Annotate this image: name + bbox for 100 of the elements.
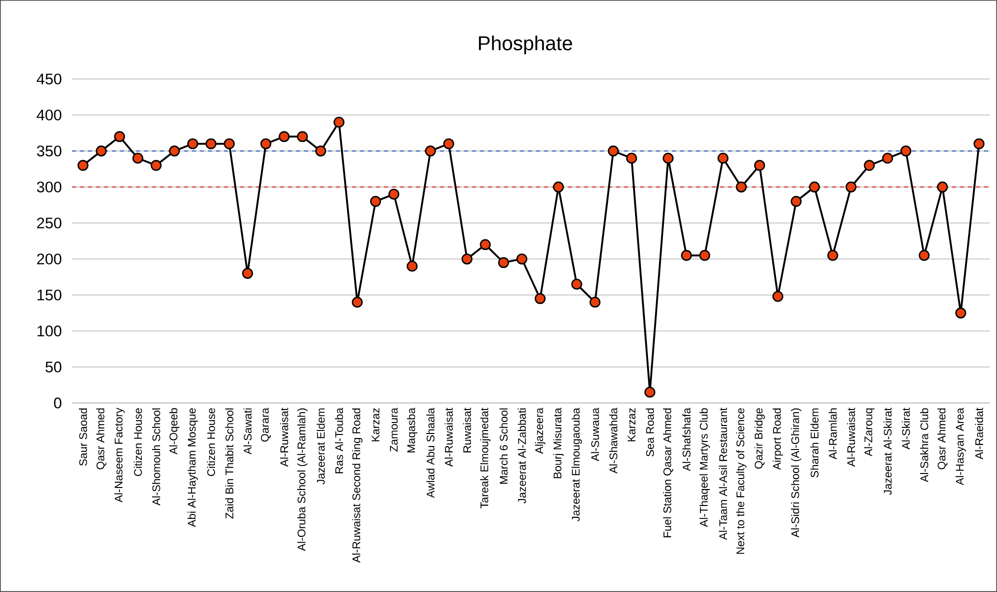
y-tick-label: 350 bbox=[36, 146, 62, 156]
point bbox=[808, 182, 820, 192]
point bbox=[918, 250, 930, 261]
point bbox=[936, 182, 948, 192]
x-tick-label: Qasr Ahmed bbox=[96, 408, 106, 470]
y-tick-label: 300 bbox=[36, 182, 62, 192]
x-tick-label: Qazir Bridge bbox=[754, 408, 765, 469]
point bbox=[462, 254, 472, 264]
point bbox=[315, 146, 326, 156]
x-tick-label: Next to the Faculty of Science bbox=[736, 408, 746, 554]
point bbox=[644, 386, 656, 398]
x-tick-label: Maqasba bbox=[406, 408, 418, 452]
point bbox=[772, 290, 784, 302]
point bbox=[443, 138, 454, 150]
x-tick-label: Al-Shomouh School bbox=[152, 408, 160, 506]
y-tick-label: 250 bbox=[37, 218, 62, 228]
x-tick-label: Al-Skirat bbox=[902, 408, 910, 450]
x-tick-label: Citizen House bbox=[134, 408, 142, 476]
x-tick-label: Al-Sawati bbox=[244, 408, 252, 454]
x-tick-label: Bourj Misurata bbox=[553, 408, 564, 478]
point bbox=[552, 182, 564, 192]
point bbox=[662, 152, 674, 164]
x-tick-label: Al-Ramlah bbox=[828, 408, 837, 460]
x-tick-label: Al-Oruba School (Al-Ramlah) bbox=[297, 408, 308, 551]
x-tick-label: Saur Saoad bbox=[78, 408, 88, 466]
point bbox=[352, 296, 363, 308]
point bbox=[790, 196, 802, 207]
point bbox=[626, 152, 638, 164]
x-tick-label: Tareak Elmoujmedat bbox=[480, 408, 490, 508]
point bbox=[370, 196, 382, 207]
point bbox=[278, 131, 290, 142]
x-tick-label: Al-Ruwaisat bbox=[846, 408, 856, 467]
y-tick-label: 100 bbox=[38, 326, 62, 336]
point bbox=[846, 182, 856, 192]
x-tick-label: Abi Al-Haytham Mosque bbox=[188, 408, 198, 527]
x-tick-label: Awlad Abu Shaala bbox=[426, 408, 434, 498]
x-tick-label: Al-Shafshafa bbox=[682, 408, 690, 472]
point bbox=[718, 152, 728, 164]
point bbox=[699, 250, 710, 261]
x-tick-label: Al-Ruwaisat bbox=[444, 408, 453, 467]
x-tick-label: Zaid Bin Thabit School bbox=[225, 408, 234, 519]
x-tick-label: Ras Al-Touba bbox=[334, 408, 344, 474]
point bbox=[424, 146, 436, 156]
point bbox=[187, 138, 198, 150]
x-tick-label: Airport Road bbox=[772, 408, 784, 470]
x-tick-label: Al-Ruwaisat Second Ring Road bbox=[352, 408, 362, 563]
chart-title: Phosphate bbox=[478, 36, 572, 54]
x-tick-label: Al-Taam Al-Asil Restaurant bbox=[718, 408, 728, 540]
x-tick-label: Fuel Station Qasar Ahmed bbox=[663, 408, 674, 538]
x-tick-label: Al-Sidri School (Al-Ghiran) bbox=[791, 408, 802, 538]
point bbox=[114, 131, 126, 142]
x-tick-label: March 6 School bbox=[500, 408, 508, 484]
point bbox=[736, 182, 747, 192]
x-tick-label: Sea Road bbox=[646, 408, 654, 456]
x-tick-label: Zamoura bbox=[390, 408, 398, 452]
y-tick-label: 50 bbox=[46, 362, 62, 372]
x-tick-label: Jazeerat Al-Skirat bbox=[884, 408, 892, 495]
y-tick-label: 200 bbox=[37, 254, 62, 264]
point bbox=[608, 146, 619, 156]
point bbox=[406, 260, 418, 272]
x-tick-label: Jazeerat Elmougaouba bbox=[572, 408, 582, 522]
point bbox=[480, 239, 491, 250]
point bbox=[260, 138, 272, 150]
x-tick-label: Ruwaisat bbox=[462, 408, 472, 452]
x-tick-label: Al-Hasyan Area bbox=[956, 408, 966, 486]
point bbox=[955, 308, 966, 318]
x-tick-label: Al-Sakhra Club bbox=[920, 408, 928, 482]
y-tick-label: 400 bbox=[36, 110, 62, 120]
point bbox=[864, 160, 875, 171]
x-tick-label: Karzaz bbox=[628, 408, 636, 442]
y-tick-label: 150 bbox=[38, 290, 62, 300]
point bbox=[168, 146, 180, 156]
x-tick-label: Jazeerat Al-Zabbati bbox=[518, 408, 526, 504]
x-tick-label: Al-Thaqeel Martyrs Club bbox=[700, 408, 710, 527]
x-tick-label: Karzaz bbox=[372, 408, 380, 442]
point bbox=[900, 146, 912, 156]
point bbox=[296, 131, 308, 142]
y-tick-label: 0 bbox=[54, 398, 62, 408]
point bbox=[827, 250, 838, 261]
x-tick-label: Al-Ruwaisat bbox=[280, 408, 288, 467]
x-tick-label: Jazeerat Eldem bbox=[316, 408, 325, 484]
point bbox=[96, 146, 107, 156]
point bbox=[498, 257, 510, 268]
x-tick-label: Sharah Eldem bbox=[810, 408, 819, 478]
x-tick-label: Al-Raeidat bbox=[974, 408, 984, 460]
point bbox=[206, 138, 216, 150]
point bbox=[334, 116, 344, 128]
x-tick-label: Al-Suwaua bbox=[590, 408, 600, 462]
x-tick-label: Al-Zarouq bbox=[864, 408, 874, 456]
point bbox=[534, 293, 546, 304]
point bbox=[132, 152, 144, 164]
point bbox=[516, 254, 528, 264]
x-tick-label: Aljazeera bbox=[535, 408, 546, 454]
point bbox=[680, 250, 692, 261]
x-tick-label: Citizen House bbox=[206, 408, 216, 476]
point bbox=[388, 188, 400, 200]
point bbox=[150, 160, 162, 171]
point bbox=[754, 160, 766, 171]
x-tick-label: Qasr Ahmed bbox=[937, 408, 948, 470]
y-tick-label: 450 bbox=[36, 74, 62, 84]
